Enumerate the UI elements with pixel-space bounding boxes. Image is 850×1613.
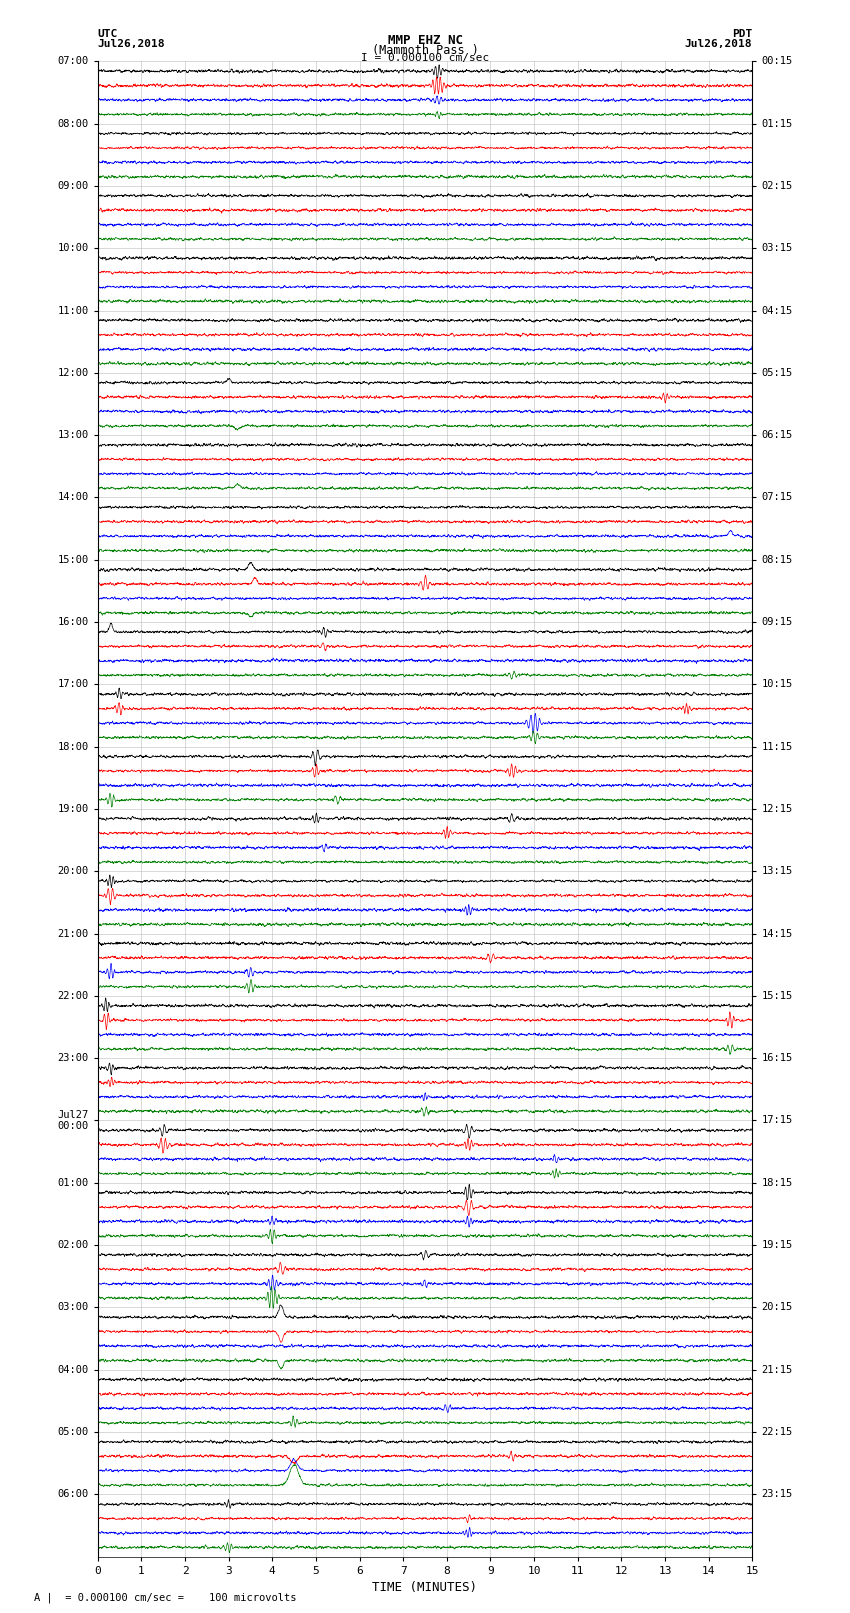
- Text: MMP EHZ NC: MMP EHZ NC: [388, 34, 462, 47]
- Text: Jul26,2018: Jul26,2018: [685, 39, 752, 48]
- Text: (Mammoth Pass ): (Mammoth Pass ): [371, 44, 479, 56]
- Text: PDT: PDT: [732, 29, 752, 39]
- X-axis label: TIME (MINUTES): TIME (MINUTES): [372, 1581, 478, 1594]
- Text: UTC: UTC: [98, 29, 118, 39]
- Text: I = 0.000100 cm/sec: I = 0.000100 cm/sec: [361, 53, 489, 63]
- Text: Jul26,2018: Jul26,2018: [98, 39, 165, 48]
- Text: A |  = 0.000100 cm/sec =    100 microvolts: A | = 0.000100 cm/sec = 100 microvolts: [34, 1592, 297, 1603]
